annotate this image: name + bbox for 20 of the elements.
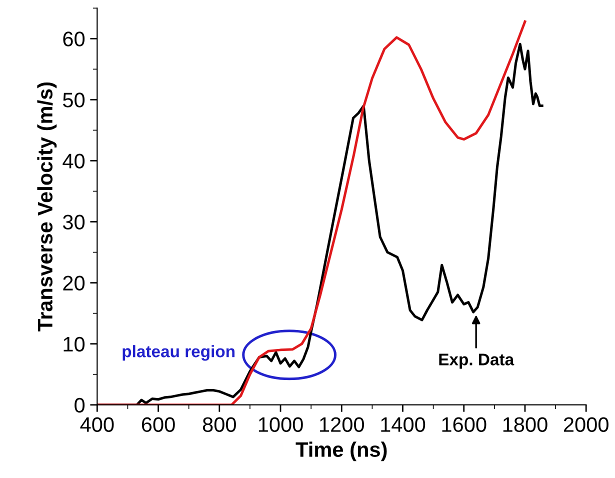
x-tick-label: 2000 — [564, 417, 608, 432]
x-tick-label: 1000 — [258, 417, 303, 432]
y-tick-label: 0 — [74, 398, 85, 413]
annotation: Exp. Data — [439, 354, 514, 369]
x-tick-label: 1600 — [442, 417, 486, 432]
y-tick-label: 10 — [64, 336, 85, 352]
x-tick-label: 400 — [80, 417, 114, 432]
y-tick-label: 30 — [62, 214, 85, 230]
x-tick-label: 1400 — [381, 417, 426, 432]
x-axis-title: Time (ns) — [296, 442, 387, 462]
y-tick-label: 50 — [63, 92, 85, 108]
x-tick-label: 800 — [202, 417, 236, 432]
y-axis-title: Transverse Velocity (m/s) — [37, 82, 57, 332]
y-tick-label: 60 — [63, 32, 85, 46]
y-tick-label: 40 — [62, 154, 85, 168]
y-tick-label: 20 — [63, 276, 85, 291]
x-tick-label: 600 — [142, 417, 175, 432]
annotation: plateau region — [122, 345, 234, 361]
x-tick-label: 1800 — [503, 417, 548, 432]
x-tick-label: 1200 — [320, 417, 364, 432]
